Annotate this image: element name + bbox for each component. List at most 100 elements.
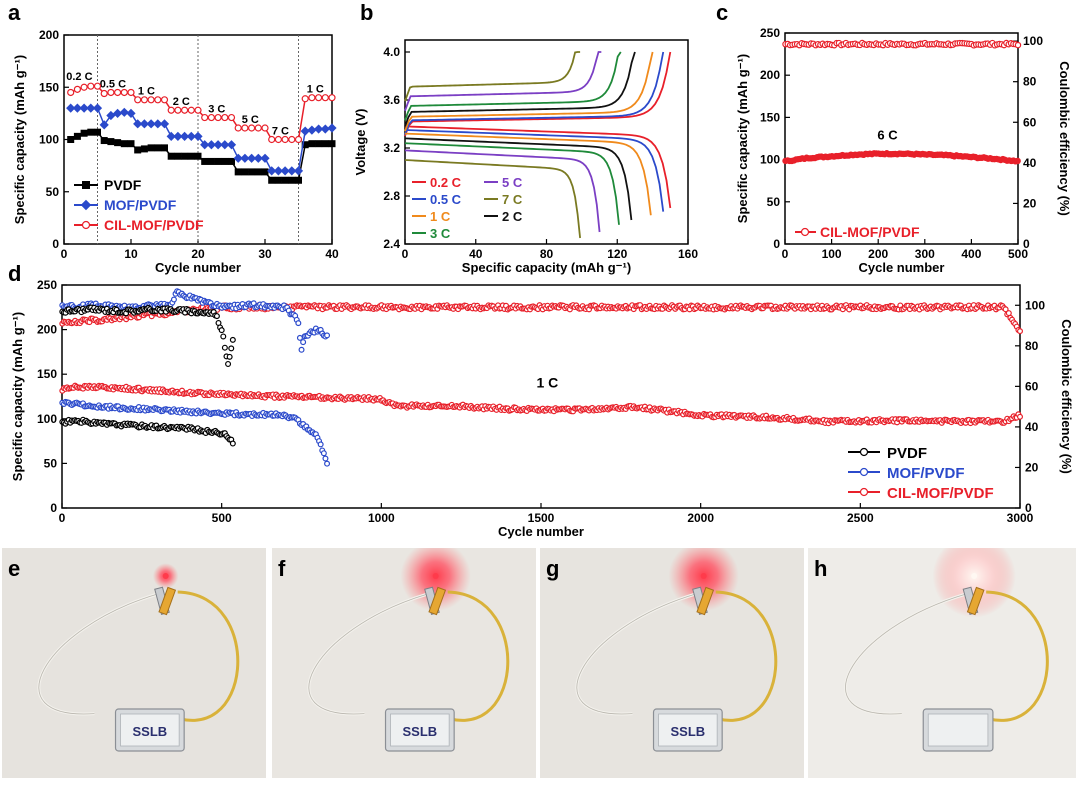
y2-tick-label: 20 <box>1025 460 1039 474</box>
white-wire <box>843 592 967 716</box>
data-point <box>193 131 203 141</box>
data-point <box>73 132 81 140</box>
led-glow <box>668 548 739 612</box>
y-tick-label: 0 <box>773 237 780 251</box>
y2-axis-label: Coulombic efficiency (%) <box>1057 61 1072 216</box>
rate-label: 0.2 C <box>66 71 92 83</box>
efficiency-point <box>220 333 227 340</box>
x-axis-label: Cycle number <box>498 524 584 539</box>
white-wire <box>575 592 697 716</box>
led-icon <box>432 573 439 579</box>
x-tick-label: 100 <box>822 247 842 261</box>
data-point <box>233 153 243 163</box>
legend-label: MOF/PVDF <box>887 465 965 482</box>
data-point <box>87 128 95 136</box>
battery-face <box>120 713 180 747</box>
panel-letter-a: a <box>8 0 21 25</box>
y2-axis-label: Coulombic efficiency (%) <box>1059 319 1074 474</box>
legend-label: PVDF <box>104 177 142 193</box>
efficiency-point <box>1014 41 1022 49</box>
data-point <box>194 152 202 160</box>
x-tick-label: 120 <box>607 247 627 261</box>
y-axis-label: Voltage (V) <box>353 109 368 176</box>
data-point <box>315 94 323 102</box>
data-point <box>86 103 96 113</box>
data-point <box>107 138 115 146</box>
x-tick-label: 10 <box>124 247 138 261</box>
x-tick-label: 1000 <box>368 511 395 525</box>
data-point <box>281 176 289 184</box>
legend-label: 0.5 C <box>430 192 462 207</box>
y2-tick-label: 80 <box>1025 339 1039 353</box>
data-point <box>261 168 269 176</box>
y-tick-label: 200 <box>37 323 57 337</box>
x-tick-label: 500 <box>1008 247 1028 261</box>
data-point <box>174 106 182 114</box>
efficiency-point <box>324 332 331 339</box>
x-tick-label: 0 <box>402 247 409 261</box>
data-point <box>287 166 297 176</box>
data-point <box>281 135 289 144</box>
y-tick-label: 50 <box>767 195 781 209</box>
y2-tick-label: 100 <box>1025 298 1045 312</box>
panel-letter-f: f <box>278 556 286 581</box>
clip-icon <box>158 586 177 616</box>
data-point <box>280 166 290 176</box>
data-point <box>214 157 222 165</box>
data-point <box>207 113 215 122</box>
panel-letter-b: b <box>360 0 373 25</box>
legend-label: 5 C <box>502 175 523 190</box>
efficiency-point <box>1005 310 1012 317</box>
data-point <box>134 96 142 104</box>
data-point <box>246 153 257 163</box>
rate-label: 2 C <box>173 96 190 108</box>
data-point <box>267 166 277 176</box>
x-tick-label: 1500 <box>528 511 555 525</box>
rate-annotation: 6 C <box>877 127 898 142</box>
data-point <box>268 135 276 144</box>
discharge-curve <box>404 132 652 216</box>
legend-marker <box>859 487 869 497</box>
yellow-wire <box>973 590 1049 722</box>
legend-label: 2 C <box>502 209 523 224</box>
data-point <box>207 157 215 165</box>
data-point <box>160 96 169 104</box>
data-point <box>186 131 196 141</box>
data-point <box>194 106 202 114</box>
data-point <box>214 113 222 122</box>
data-point <box>221 113 229 122</box>
y-tick-label: 4.0 <box>383 45 400 59</box>
led-glow <box>932 548 1016 618</box>
data-point <box>213 140 223 150</box>
y2-tick-label: 80 <box>1023 75 1037 89</box>
legend-label: 0.2 C <box>430 175 462 190</box>
data-point <box>94 128 101 136</box>
data-point <box>167 152 175 160</box>
battery-face <box>658 713 718 747</box>
rate-annotation: 1 C <box>536 375 558 391</box>
y2-tick-label: 60 <box>1023 115 1037 129</box>
data-point <box>147 144 155 152</box>
x-tick-label: 0 <box>59 511 66 525</box>
panel-letter-e: e <box>8 556 21 581</box>
led-icon <box>162 573 169 579</box>
battery-label: SSLB <box>133 724 168 739</box>
x-tick-label: 0 <box>782 247 789 261</box>
data-point <box>72 103 83 113</box>
capacity-point <box>324 460 331 467</box>
white-wire <box>307 592 429 716</box>
legend-marker <box>81 220 91 230</box>
white-wire-edge <box>845 593 967 715</box>
data-point <box>201 113 209 122</box>
data-point <box>253 153 263 163</box>
discharge-curve <box>404 159 582 239</box>
data-point <box>327 123 337 133</box>
data-point <box>308 140 316 148</box>
chart-panel-b: b 0 40 80 120 160 2.4 2.8 3.2 3.6 4.0 Specific capa… <box>353 0 698 275</box>
discharge-curve <box>404 137 633 221</box>
data-point <box>268 176 276 184</box>
capacity-point <box>1016 413 1023 420</box>
charge-curve <box>404 51 636 127</box>
data-point <box>114 139 122 147</box>
data-point <box>300 126 310 136</box>
